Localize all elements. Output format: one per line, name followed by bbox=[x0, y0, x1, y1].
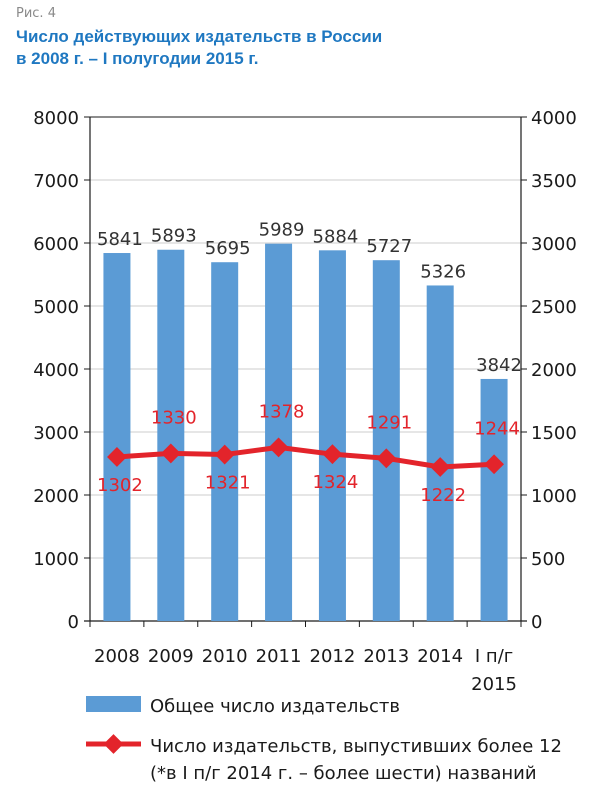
line-value-label: 1291 bbox=[366, 412, 412, 433]
chart-title: Число действующих издательств в России в… bbox=[16, 26, 382, 70]
line-point bbox=[322, 444, 343, 465]
bar-value-label: 5884 bbox=[313, 226, 359, 247]
bar bbox=[426, 285, 454, 621]
line-point bbox=[484, 454, 504, 475]
bar bbox=[318, 250, 346, 622]
legend-bar-swatch bbox=[86, 696, 141, 712]
right-axis-tick-label: 500 bbox=[531, 549, 565, 570]
line-point bbox=[430, 457, 451, 477]
right-axis-tick-label: 0 bbox=[531, 612, 542, 633]
x-axis-category-label: I п/г bbox=[475, 646, 513, 667]
x-axis-category-label: 2008 bbox=[94, 646, 140, 667]
left-axis-tick-label: 5000 bbox=[33, 297, 79, 318]
bar-value-label: 5841 bbox=[97, 229, 143, 250]
line-point bbox=[268, 437, 289, 458]
left-axis-tick-label: 2000 bbox=[33, 486, 79, 507]
line-value-label: 1244 bbox=[474, 418, 520, 439]
bar-value-label: 5695 bbox=[205, 238, 251, 259]
bar-value-label: 5893 bbox=[151, 226, 197, 247]
x-axis-category-label: 2014 bbox=[417, 646, 463, 667]
left-axis-tick-label: 1000 bbox=[33, 549, 79, 570]
bar bbox=[103, 253, 131, 621]
left-axis-tick-label: 8000 bbox=[33, 108, 79, 129]
legend-bar-label: Общее число издательств bbox=[150, 696, 400, 717]
legend-line-label-line-2: (*в I п/г 2014 г. – более шести) названи… bbox=[150, 763, 537, 784]
legend-line-label: Число издательств, выпустивших более 12 bbox=[150, 736, 562, 757]
x-axis-category-label: 2009 bbox=[148, 646, 194, 667]
right-axis-tick-label: 1500 bbox=[531, 423, 577, 444]
bar bbox=[211, 262, 239, 621]
line-point bbox=[376, 448, 397, 469]
right-axis-tick-label: 2500 bbox=[531, 297, 577, 318]
line-point bbox=[160, 443, 181, 464]
right-axis-tick-label: 3500 bbox=[531, 171, 577, 192]
x-axis-category-label: 2012 bbox=[310, 646, 356, 667]
bar-value-label: 5989 bbox=[259, 220, 305, 241]
line-value-label: 1222 bbox=[420, 485, 466, 506]
bar bbox=[480, 378, 508, 621]
bar bbox=[265, 243, 293, 621]
line-value-label: 1302 bbox=[97, 475, 143, 496]
right-axis-tick-label: 3000 bbox=[531, 234, 577, 255]
line-value-label: 1321 bbox=[205, 473, 251, 494]
line-value-label: 1324 bbox=[313, 472, 359, 493]
line-value-label: 1378 bbox=[259, 401, 305, 422]
line-point bbox=[214, 444, 235, 465]
x-axis-category-label: 2013 bbox=[363, 646, 409, 667]
bar bbox=[157, 249, 185, 621]
bar-value-label: 5727 bbox=[366, 236, 412, 257]
left-axis-tick-label: 6000 bbox=[33, 234, 79, 255]
x-axis-category-label-line-2: 2015 bbox=[471, 674, 517, 695]
chart-title-line-2: в 2008 г. – I полугодии 2015 г. bbox=[16, 49, 259, 68]
left-axis-tick-label: 7000 bbox=[33, 171, 79, 192]
x-axis-category-label: 2011 bbox=[256, 646, 302, 667]
bar-value-label: 3842 bbox=[476, 355, 522, 376]
line-point bbox=[107, 447, 127, 467]
chart-title-line-1: Число действующих издательств в России bbox=[16, 27, 383, 46]
x-axis-category-label: 2010 bbox=[202, 646, 248, 667]
left-axis-tick-label: 0 bbox=[68, 612, 79, 633]
left-axis-tick-label: 3000 bbox=[33, 423, 79, 444]
left-axis-tick-label: 4000 bbox=[33, 360, 79, 381]
bar bbox=[372, 260, 400, 621]
line-value-label: 1330 bbox=[151, 407, 197, 428]
figure-label: Рис. 4 bbox=[16, 6, 56, 21]
right-axis-tick-label: 2000 bbox=[531, 360, 577, 381]
legend-line-marker bbox=[103, 734, 124, 754]
right-axis-tick-label: 1000 bbox=[531, 486, 577, 507]
right-axis-tick-label: 4000 bbox=[531, 108, 577, 129]
bar-value-label: 5326 bbox=[420, 261, 466, 282]
